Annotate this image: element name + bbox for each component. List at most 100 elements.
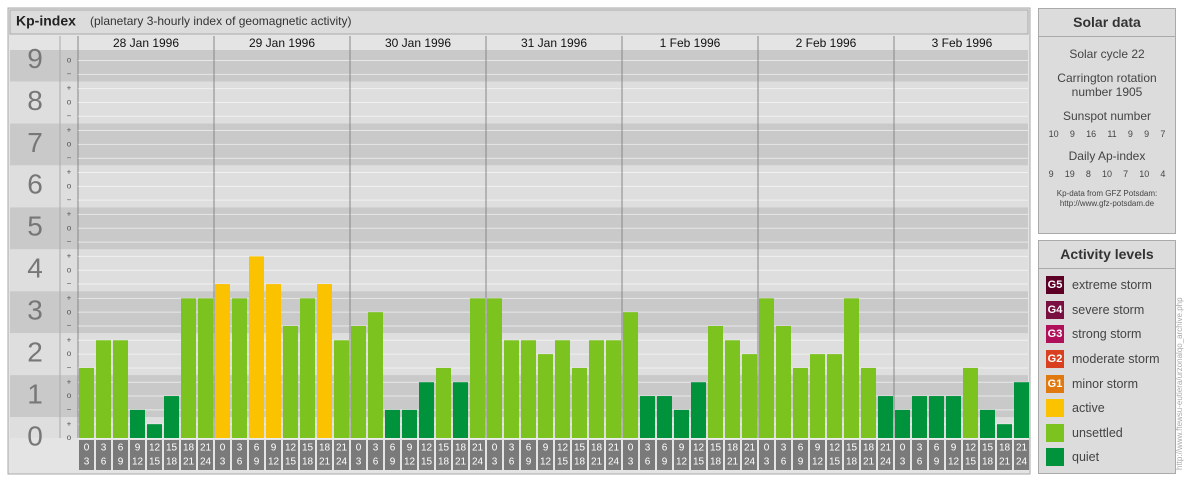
hour-label: 21 <box>863 457 875 468</box>
ap-value: 7 <box>1123 169 1129 179</box>
solar-cycle: Solar cycle 22 <box>1069 47 1145 61</box>
hour-label: 3 <box>84 457 90 468</box>
hour-label: 3 <box>764 457 770 468</box>
bar <box>980 409 995 438</box>
hour-label: 15 <box>982 443 994 454</box>
bar <box>1014 382 1029 438</box>
hour-box <box>895 440 910 470</box>
hour-box <box>266 440 281 470</box>
hour-label: 0 <box>764 443 770 454</box>
levels-panel: Activity levels G5 extreme storm G4 severe … <box>1038 240 1176 474</box>
minor-tick-label: + <box>67 84 72 93</box>
level-label: minor storm <box>1072 376 1138 391</box>
minor-tick-label: + <box>67 210 72 219</box>
hour-box <box>1014 440 1029 470</box>
level-item: G1 minor storm <box>1039 371 1175 396</box>
bar <box>266 284 281 438</box>
hour-box <box>912 440 927 470</box>
hour-label: 15 <box>421 457 433 468</box>
hour-label: 24 <box>880 457 892 468</box>
hour-box <box>402 440 417 470</box>
level-item: G2 moderate storm <box>1039 347 1175 372</box>
hour-label: 12 <box>812 457 824 468</box>
level-label: strong storm <box>1072 327 1142 342</box>
bar <box>215 284 230 438</box>
bar <box>453 382 468 438</box>
panel-title: Activity levels <box>1039 241 1175 269</box>
ap-value: 4 <box>1160 169 1166 179</box>
bar <box>640 396 655 438</box>
hour-box <box>657 440 672 470</box>
bar <box>130 409 145 438</box>
bar <box>759 298 774 438</box>
hour-label: 6 <box>509 457 515 468</box>
bar <box>589 340 604 438</box>
ap-title: Daily Ap-index <box>1068 149 1146 163</box>
hour-label: 0 <box>84 443 90 454</box>
hour-label: 15 <box>710 443 722 454</box>
hour-label: 15 <box>438 443 450 454</box>
hour-label: 21 <box>608 443 620 454</box>
hour-box <box>368 440 383 470</box>
hour-box <box>759 440 774 470</box>
hour-label: 15 <box>846 443 858 454</box>
sunspot-title: Sunspot number <box>1062 109 1152 123</box>
hour-box <box>453 440 468 470</box>
hour-box <box>861 440 876 470</box>
solar-panel: Solar data Solar cycle 22 Carrington rot… <box>1038 8 1176 234</box>
bar <box>657 396 672 438</box>
hour-box <box>487 440 502 470</box>
hour-label: 3 <box>101 443 107 454</box>
hour-label: 12 <box>676 457 688 468</box>
bar <box>96 340 111 438</box>
hour-box <box>980 440 995 470</box>
minor-tick-label: − <box>67 363 72 372</box>
hour-label: 9 <box>254 457 260 468</box>
hour-box <box>725 440 740 470</box>
minor-tick-label: + <box>67 168 72 177</box>
bar <box>674 409 689 438</box>
ap-value: 8 <box>1085 169 1091 179</box>
hour-box <box>317 440 332 470</box>
hour-label: 21 <box>999 457 1011 468</box>
bar <box>334 340 349 438</box>
hour-label: 15 <box>166 443 178 454</box>
hour-box <box>385 440 400 470</box>
hour-label: 6 <box>934 443 940 454</box>
minor-tick-label: + <box>67 419 72 428</box>
hour-box <box>130 440 145 470</box>
hour-label: 12 <box>948 457 960 468</box>
hour-label: 0 <box>628 443 634 454</box>
hour-label: 6 <box>254 443 260 454</box>
hour-box <box>623 440 638 470</box>
sunspot-value: 11 <box>1107 129 1117 139</box>
hour-box <box>96 440 111 470</box>
hour-label: 12 <box>693 443 705 454</box>
minor-tick-label: o <box>67 349 72 358</box>
hour-label: 0 <box>220 443 226 454</box>
hour-box <box>504 440 519 470</box>
hour-label: 21 <box>319 457 331 468</box>
bar <box>912 396 927 438</box>
minor-tick-label: + <box>67 293 72 302</box>
minor-tick-label: − <box>67 111 72 120</box>
hour-label: 18 <box>999 443 1011 454</box>
hour-label: 18 <box>727 443 739 454</box>
hour-label: 9 <box>526 457 532 468</box>
bar <box>164 396 179 438</box>
hour-label: 15 <box>829 457 841 468</box>
hour-box <box>844 440 859 470</box>
hour-label: 9 <box>407 443 413 454</box>
bar <box>844 298 859 438</box>
level-item: quiet <box>1039 445 1175 470</box>
sunspot-value: 9 <box>1069 129 1075 139</box>
sunspot-value: 9 <box>1127 129 1133 139</box>
title-bar <box>9 9 1029 35</box>
y-tick-label: 8 <box>27 85 43 116</box>
hour-label: 3 <box>373 443 379 454</box>
hour-label: 3 <box>220 457 226 468</box>
bar <box>487 298 502 438</box>
minor-tick-label: − <box>67 279 72 288</box>
bar <box>79 367 94 438</box>
ap-value: 19 <box>1064 169 1075 179</box>
